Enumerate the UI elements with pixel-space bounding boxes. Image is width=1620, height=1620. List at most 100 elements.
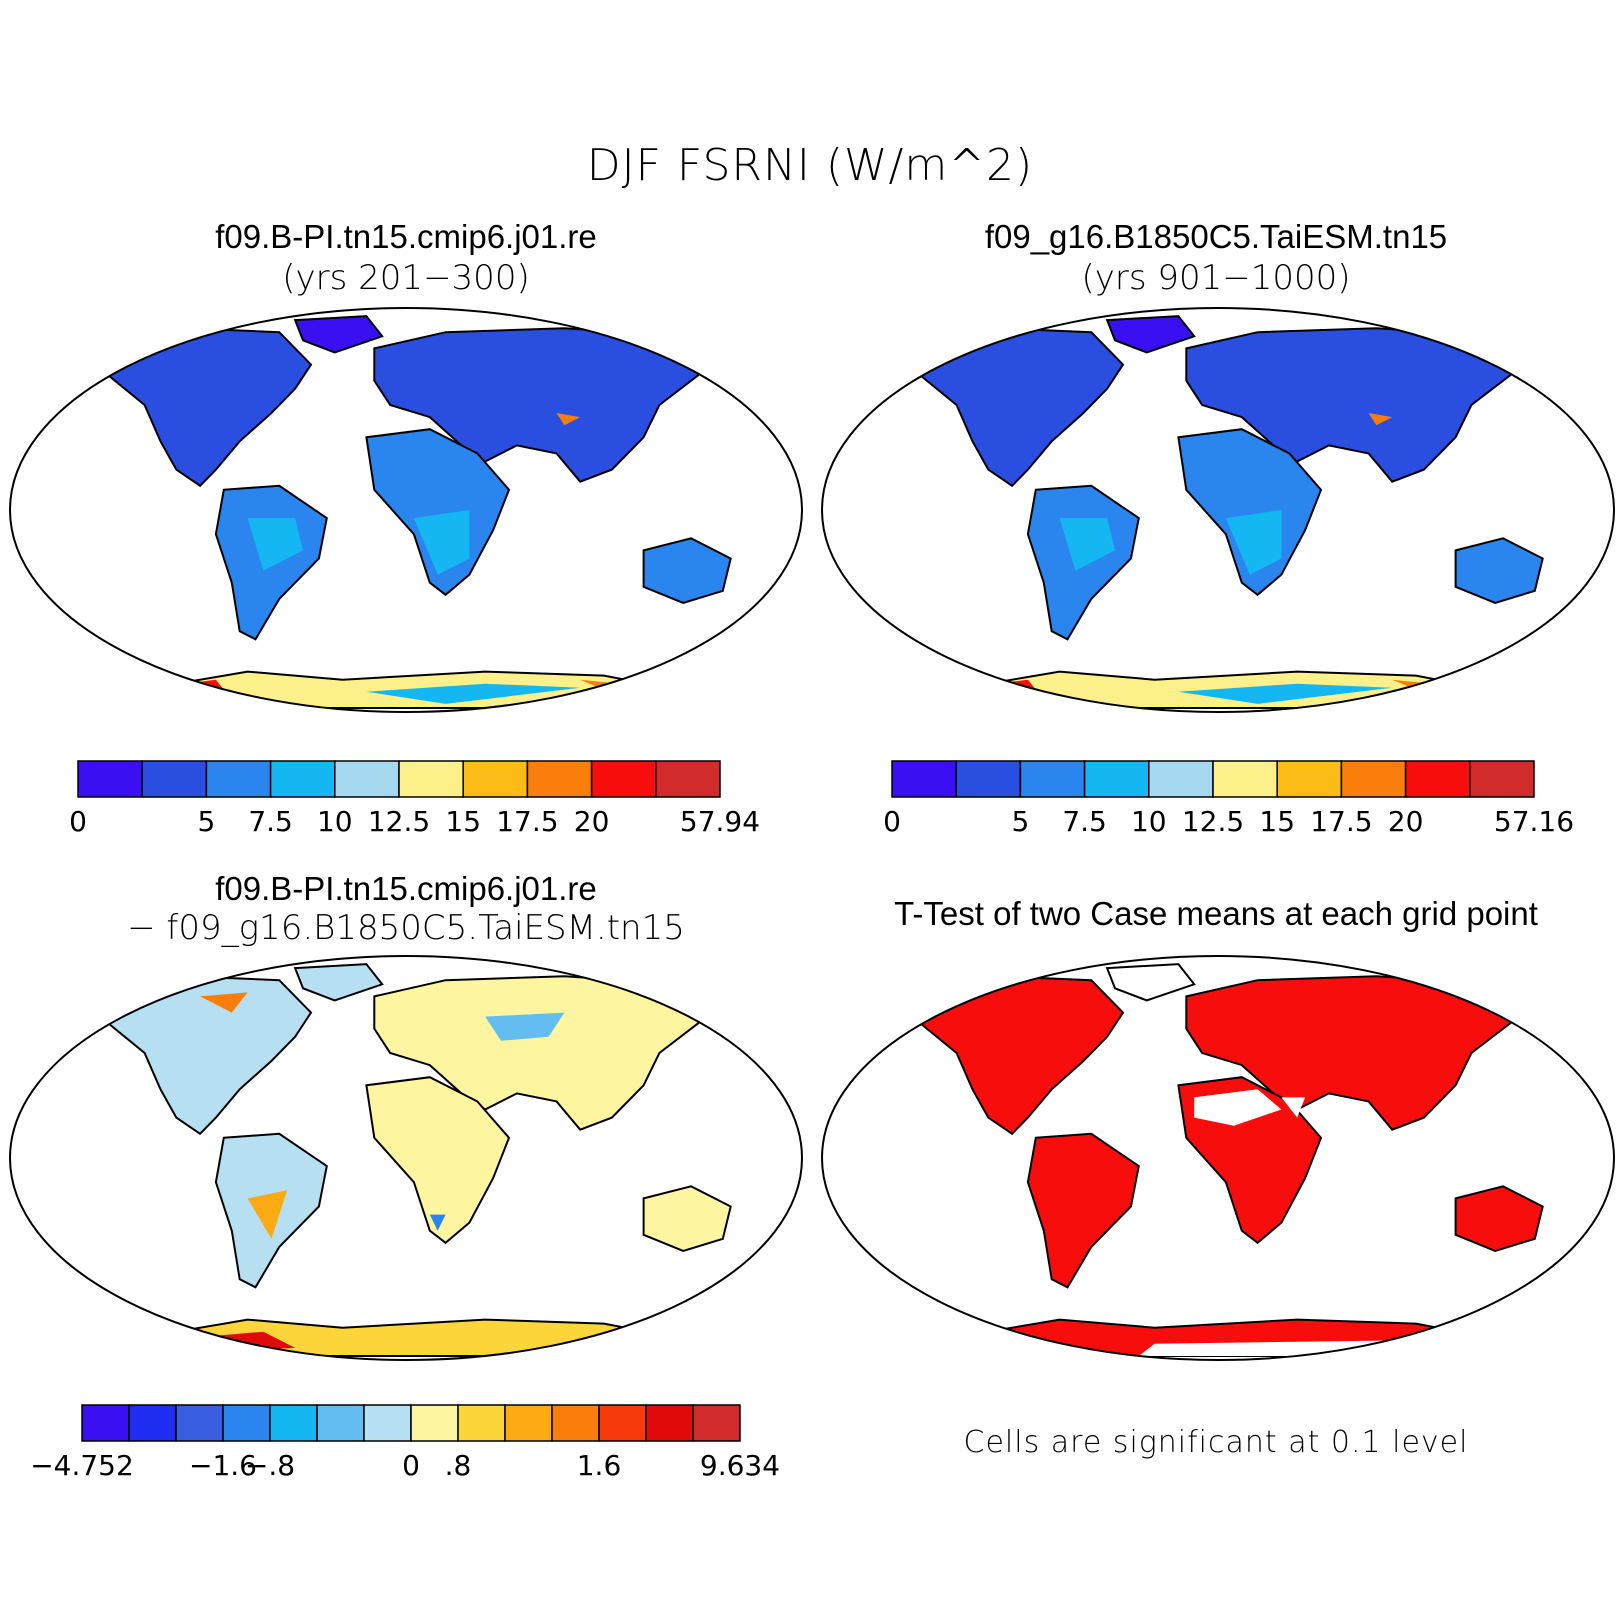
- panel-1-map: [9, 307, 803, 713]
- hudson-red: [200, 992, 248, 1013]
- namerica-landmass: [915, 327, 1125, 488]
- panel-1-frame: [9, 307, 803, 713]
- panel-1-colorbar-swatch: [398, 760, 464, 798]
- greenland-landmass: [1105, 963, 1196, 1002]
- africa-landmass: [365, 1076, 511, 1245]
- panel-3-colorbar-tick-label: 1.6: [577, 1449, 622, 1482]
- samerica-interior: [1059, 518, 1115, 571]
- panel-3-colorbar-swatch: [551, 1404, 600, 1442]
- panel-3-colorbar-tick-label: −.8: [245, 1449, 295, 1482]
- panel-1-colorbar-swatch: [590, 760, 657, 798]
- panel-2-colorbar-swatch: [1469, 760, 1535, 798]
- figure-title: DJF FSRNI (W/m^2): [586, 140, 1034, 191]
- panel-2-subtitle: (yrs 901−1000): [1081, 258, 1351, 298]
- panel-1-subtitle: (yrs 201−300): [282, 258, 530, 298]
- samerica-interior: [247, 518, 303, 571]
- panel-3-subtitle: − f09_g16.B1850C5.TaiESM.tn15: [127, 908, 685, 948]
- panel-4-map: [821, 955, 1615, 1361]
- antarctica-orange: [1392, 679, 1472, 700]
- sahara-white: [1194, 1089, 1282, 1126]
- panel-2-colorbar-swatch: [1148, 760, 1214, 798]
- panel-1-colorbar-swatch: [205, 760, 272, 798]
- panel-1-colorbar-tick-label: 10: [317, 805, 353, 838]
- panel-3-map: [9, 955, 803, 1361]
- africa-south: [413, 510, 470, 575]
- panel-2-colorbar-swatch: [1404, 760, 1471, 798]
- panel-4-frame: [821, 955, 1615, 1361]
- antarctica-orange: [580, 679, 660, 700]
- greenland-landmass: [1105, 315, 1196, 354]
- arabia-white: [1281, 1097, 1306, 1118]
- panel-3-colorbar: −4.752 −1.6−.8 0 .8 1.6 9.634: [30, 1404, 780, 1482]
- panel-4-land: [915, 963, 1544, 1357]
- panel-1-colorbar-tick-label: 5: [197, 805, 215, 838]
- panel-3-colorbar-swatch: [363, 1404, 412, 1442]
- namerica-landmass: [103, 975, 313, 1136]
- panel-1-land: [103, 315, 732, 709]
- panel-1-colorbar-swatch: [269, 760, 336, 798]
- panel-1-colorbar-swatch: [141, 760, 208, 798]
- panel-3-colorbar-tick-label: .8: [445, 1449, 472, 1482]
- panel-3-colorbar-tick-label: 9.634: [700, 1449, 780, 1482]
- africa-cold: [429, 1214, 446, 1231]
- panel-1-colorbar-tick-label: 7.5: [248, 805, 293, 838]
- greenland-landmass: [293, 963, 384, 1002]
- panel-2-title: f09_g16.B1850C5.TaiESM.tn15: [984, 218, 1448, 255]
- panel-1-colorbar-swatch: [462, 760, 529, 798]
- panel-1-colorbar-tick-label: 15: [445, 805, 481, 838]
- panel-2-colorbar-swatch: [891, 760, 957, 798]
- panel-3-title: f09.B-PI.tn15.cmip6.j01.re: [215, 870, 597, 907]
- panel-1-colorbar: 0 5 7.5 10 12.5 15 17.5 20 57.94: [69, 760, 760, 838]
- panel-4-title: T-Test of two Case means at each grid po…: [894, 895, 1538, 932]
- panel-1-colorbar-tick-label: 12.5: [368, 805, 430, 838]
- panel-3-colorbar-tick-label: −1.6: [189, 1449, 257, 1482]
- panel-2-colorbar-swatch: [1276, 760, 1343, 798]
- panel-2-colorbar-tick-label: 0: [883, 805, 901, 838]
- africa-landmass: [1177, 428, 1323, 597]
- panel-2-colorbar-tick-label: 10: [1131, 805, 1167, 838]
- panel-1-colorbar-swatch: [334, 760, 400, 798]
- panel-2-frame: [821, 307, 1615, 713]
- panel-3-colorbar-tick-label: −4.752: [30, 1449, 134, 1482]
- panel-1-colorbar-tick-label: 17.5: [496, 805, 558, 838]
- panel-2-colorbar-tick-label: 15: [1259, 805, 1295, 838]
- asia-blue: [485, 1012, 565, 1041]
- australia-landmass: [642, 1185, 732, 1252]
- panel-1-colorbar-tick-label: 57.94: [680, 805, 760, 838]
- panel-2-colorbar-swatch: [1340, 760, 1407, 798]
- antarctica-blue: [366, 683, 581, 704]
- panel-4-note: Cells are significant at 0.1 level: [963, 1425, 1469, 1460]
- panel-2-colorbar-tick-label: 17.5: [1310, 805, 1372, 838]
- panel-1-colorbar-tick-label: 0: [69, 805, 87, 838]
- panel-3-colorbar-swatch: [269, 1404, 318, 1442]
- panel-2-colorbar: 0 5 7.5 10 12.5 15 17.5 20 57.16: [883, 760, 1574, 838]
- tibet-hot: [1368, 413, 1393, 426]
- panel-3-colorbar-swatch: [645, 1404, 694, 1442]
- panel-3-colorbar-swatch: [222, 1404, 271, 1442]
- namerica-landmass: [103, 327, 313, 488]
- panel-1-colorbar-swatch: [526, 760, 593, 798]
- panel-2-colorbar-swatch: [955, 760, 1022, 798]
- greenland-landmass: [293, 315, 384, 354]
- panel-2-colorbar-tick-label: 5: [1011, 805, 1029, 838]
- panel-2-colorbar-tick-label: 12.5: [1182, 805, 1244, 838]
- panel-3-colorbar-swatch: [457, 1404, 506, 1442]
- panel-3-colorbar-swatch: [598, 1404, 647, 1442]
- panel-2-colorbar-swatch: [1212, 760, 1278, 798]
- panel-2-colorbar-swatch: [1019, 760, 1086, 798]
- africa-south: [1225, 510, 1282, 575]
- panel-1-colorbar-swatch: [655, 760, 721, 798]
- panel-3-colorbar-swatch: [128, 1404, 177, 1442]
- africa-landmass: [365, 428, 511, 597]
- panel-3-colorbar-swatch: [692, 1404, 741, 1442]
- antarctica-blue: [1178, 683, 1393, 704]
- panel-3-colorbar-swatch: [175, 1404, 224, 1442]
- tibet-hot: [556, 413, 581, 426]
- panel-2-colorbar-tick-label: 7.5: [1062, 805, 1107, 838]
- panel-2-colorbar-tick-label: 20: [1388, 805, 1424, 838]
- samerica-warm: [247, 1190, 288, 1239]
- panel-2-colorbar-tick-label: 57.16: [1494, 805, 1574, 838]
- panel-1-title: f09.B-PI.tn15.cmip6.j01.re: [215, 218, 597, 255]
- panel-3-colorbar-tick-label: 0: [402, 1449, 420, 1482]
